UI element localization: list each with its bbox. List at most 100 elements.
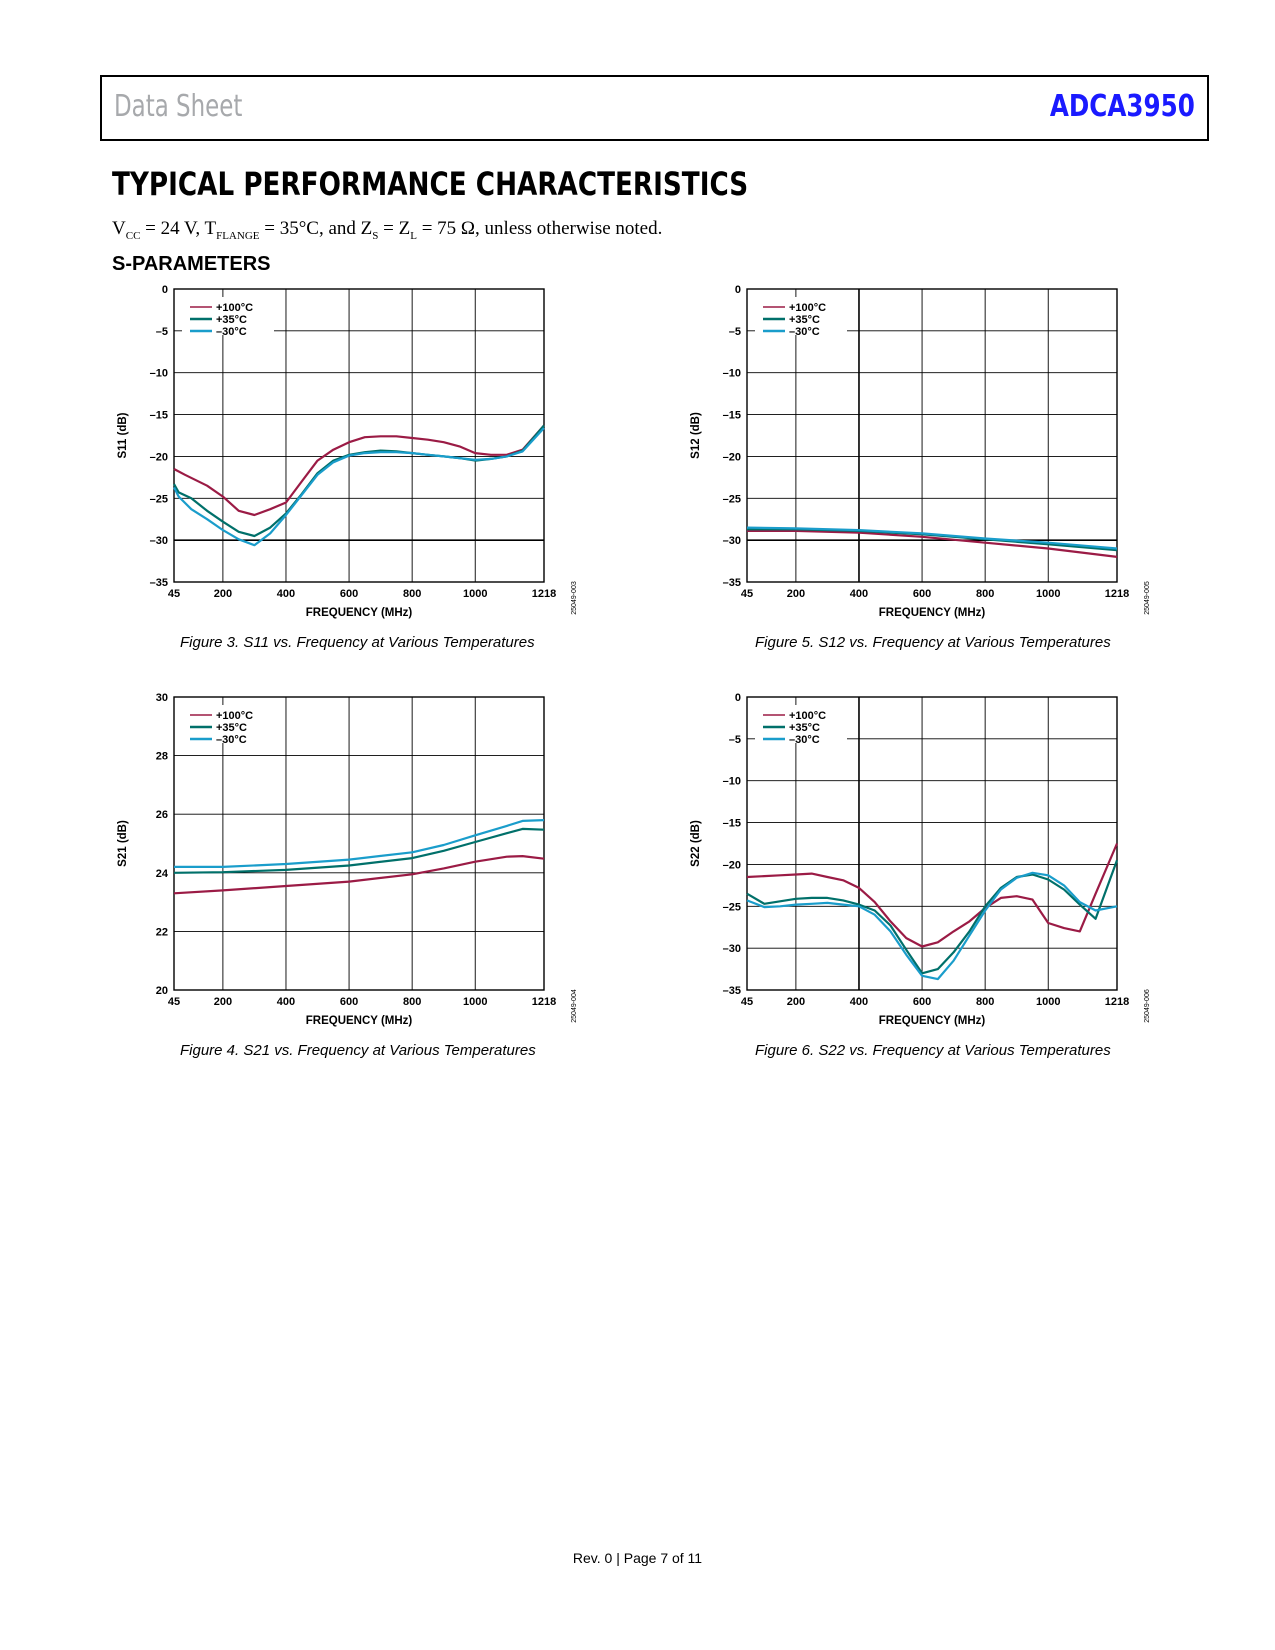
- s11-ytick-label: –20: [150, 451, 168, 463]
- s11-legend-label: +100°C: [216, 302, 253, 314]
- s21-xtick-label: 800: [403, 996, 421, 1008]
- s21-ylabel: S21 (dB): [117, 820, 129, 867]
- s22-ytick-label: –15: [723, 818, 741, 830]
- s12-xtick-label: 600: [913, 588, 931, 600]
- s21-series-line-2: [174, 819, 545, 869]
- s22-xtick-label: 1218: [1105, 996, 1129, 1008]
- test-conditions: VCC = 24 V, TFLANGE = 35°C, and ZS = ZL …: [112, 218, 662, 242]
- s11-xtick-label: 400: [277, 588, 295, 600]
- s22-ytick-label: –5: [729, 734, 741, 746]
- s21-ytick-label: 22: [156, 926, 168, 938]
- s12-xtick-label: 45: [741, 588, 753, 600]
- s11-legend-bg: [182, 297, 274, 335]
- s11-xtick-label: 1218: [532, 588, 556, 600]
- s11-ytick-label: –10: [150, 368, 168, 380]
- s11-ytick-label: –15: [150, 410, 168, 422]
- s21-xtick-label: 400: [277, 996, 295, 1008]
- s11-ytick-label: –25: [150, 493, 168, 505]
- caption-figure-6: Figure 6. S22 vs. Frequency at Various T…: [755, 1042, 1111, 1059]
- cond-t-sub: FLANGE: [216, 229, 260, 242]
- caption-figure-4: Figure 4. S21 vs. Frequency at Various T…: [180, 1042, 536, 1059]
- s21-legend-bg: [182, 705, 274, 743]
- s21-ytick-label: 24: [156, 868, 169, 880]
- s22-ytick-label: –20: [723, 859, 741, 871]
- s11-xtick-label: 200: [214, 588, 232, 600]
- s22-xtick-label: 45: [741, 996, 753, 1008]
- s11-figure-code: 25049-003: [571, 581, 578, 615]
- cond-v: V: [112, 218, 126, 239]
- s11-series-line-2: [173, 427, 545, 547]
- s11-ytick-label: –35: [150, 577, 168, 589]
- s11-xlabel: FREQUENCY (MHz): [306, 607, 413, 619]
- s12-xtick-label: 200: [787, 588, 805, 600]
- s12-series-line-2: [746, 526, 1118, 550]
- s22-ytick-label: –35: [723, 985, 741, 997]
- s22-ylabel: S22 (dB): [690, 820, 702, 867]
- s22-ytick-label: –10: [723, 776, 741, 788]
- s12-ytick-label: –15: [723, 410, 741, 422]
- s11-xtick-label: 800: [403, 588, 421, 600]
- s11-ytick-label: –30: [150, 535, 168, 547]
- s11-legend-label: –30°C: [216, 326, 247, 338]
- s11-xtick-label: 1000: [463, 588, 487, 600]
- s21-ytick-label: 28: [156, 751, 168, 763]
- s12-xtick-label: 1218: [1105, 588, 1129, 600]
- s21-xtick-label: 600: [340, 996, 358, 1008]
- s12-legend-bg: [755, 297, 847, 335]
- s11-plot-frame: [173, 288, 545, 583]
- s21-xtick-label: 1000: [463, 996, 487, 1008]
- s12-series-line-0: [747, 529, 1118, 558]
- s21-plot-frame: [173, 696, 545, 991]
- s12-ytick-label: –30: [723, 535, 741, 547]
- s21-ytick-label: 26: [156, 809, 168, 821]
- s21-series-line-1: [173, 827, 545, 874]
- s12-xtick-label: 800: [976, 588, 994, 600]
- s12-ytick-label: –20: [723, 451, 741, 463]
- s11-xtick-label: 45: [168, 588, 180, 600]
- s12-figure-code: 25049-005: [1144, 581, 1151, 615]
- s12-ytick-label: –10: [723, 368, 741, 380]
- s22-xtick-label: 1000: [1036, 996, 1060, 1008]
- s12-xtick-label: 1000: [1036, 588, 1060, 600]
- s12-legend-label: –30°C: [789, 326, 820, 338]
- s12-ylabel: S12 (dB): [690, 412, 702, 459]
- s21-series-line-0: [173, 854, 545, 895]
- s11-series-line-1: [173, 424, 545, 538]
- s12-ytick-label: 0: [735, 284, 741, 296]
- s22-legend-label: –30°C: [789, 734, 820, 746]
- s22-xtick-label: 600: [913, 996, 931, 1008]
- s22-xtick-label: 200: [787, 996, 805, 1008]
- s22-ytick-label: 0: [735, 692, 741, 704]
- s11-ylabel: S11 (dB): [117, 412, 129, 458]
- s22-legend-label: +100°C: [789, 710, 826, 722]
- header-doc-type: Data Sheet: [114, 89, 243, 124]
- header-part-number[interactable]: ADCA3950: [1049, 89, 1195, 124]
- s11-ytick-label: –5: [156, 326, 168, 338]
- s11-xtick-label: 600: [340, 588, 358, 600]
- s12-ytick-label: –5: [729, 326, 741, 338]
- s12-ytick-label: –25: [723, 493, 741, 505]
- s12-xtick-label: 400: [850, 588, 868, 600]
- s12-ytick-label: –35: [723, 577, 741, 589]
- page-header: Data Sheet ADCA3950: [100, 75, 1209, 141]
- s22-legend-label: +35°C: [789, 722, 820, 734]
- cond-zl-sub: L: [410, 229, 417, 242]
- section-title: TYPICAL PERFORMANCE CHARACTERISTICS: [112, 165, 749, 203]
- subsection-title: S-PARAMETERS: [112, 253, 271, 275]
- caption-figure-3: Figure 3. S11 vs. Frequency at Various T…: [180, 634, 535, 651]
- s21-xlabel: FREQUENCY (MHz): [306, 1015, 413, 1027]
- cond-p1: = 24 V, T: [140, 218, 217, 239]
- s22-series-line-2: [746, 871, 1118, 981]
- s22-figure-code: 25049-006: [1144, 989, 1151, 1023]
- s11-series-line-0: [173, 424, 545, 517]
- page-footer: Rev. 0 | Page 7 of 11: [572, 1550, 703, 1566]
- s21-xtick-label: 1218: [532, 996, 556, 1008]
- s21-ytick-label: 30: [156, 692, 168, 704]
- s21-xtick-label: 45: [168, 996, 180, 1008]
- cond-p3: = Z: [378, 218, 411, 239]
- s21-legend-label: +35°C: [216, 722, 247, 734]
- s22-series-line-1: [746, 859, 1119, 975]
- s21-xtick-label: 200: [214, 996, 232, 1008]
- s12-xlabel: FREQUENCY (MHz): [879, 607, 986, 619]
